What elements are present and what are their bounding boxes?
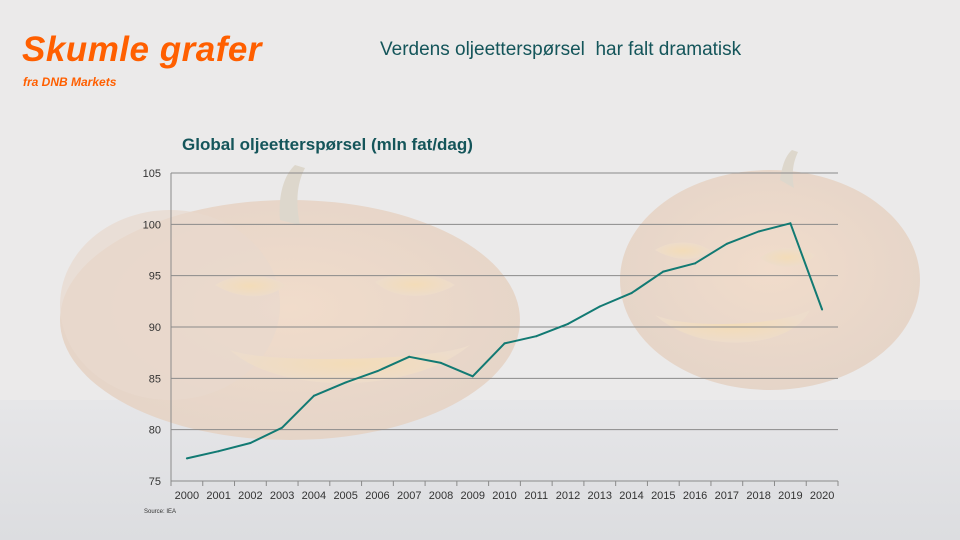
x-tick-label: 2007 [397,490,421,502]
y-tick-label: 90 [149,322,161,334]
series-line [186,222,824,460]
x-tick-label: 2020 [810,490,834,502]
data-point-2011 [535,335,538,338]
y-tick-labels: 75 80 85 90 95 100 105 [143,168,161,488]
x-tick-label: 2016 [683,490,707,502]
x-tick-label: 2000 [175,490,199,502]
x-tick-label: 2008 [429,490,453,502]
x-tick-label: 2001 [206,490,230,502]
y-tick-label: 95 [149,271,161,283]
x-tick-label: 2011 [524,490,548,502]
slide-headline: Verdens oljeetterspørsel har falt dramat… [380,39,742,60]
data-point-2006 [376,370,379,373]
y-tick-label: 105 [143,168,161,180]
x-tick-label: 2018 [746,490,770,502]
data-point-2019 [789,222,792,225]
y-tick-label: 75 [149,476,161,488]
x-tick-label: 2002 [238,490,262,502]
data-point-2000 [185,457,188,460]
x-tick-label: 2005 [333,490,357,502]
axes [170,173,839,486]
data-point-2010 [503,342,506,345]
y-tick-label: 80 [149,425,161,437]
x-tick-label: 2003 [270,490,294,502]
chart-title: Global oljeetterspørsel (mln fat/dag) [182,135,473,154]
data-point-2005 [344,381,347,384]
x-tick-label: 2004 [302,490,326,502]
data-point-2020 [821,308,824,311]
data-point-2008 [439,361,442,364]
data-point-2013 [598,305,601,308]
brand-title: Skumle grafer [22,30,262,69]
data-point-2004 [312,394,315,397]
brand-subtitle: fra DNB Markets [23,75,117,89]
x-tick-label: 2019 [778,490,802,502]
series [185,222,824,460]
source-note: Source: IEA [144,509,176,515]
data-point-2002 [249,442,252,445]
y-tick-label: 100 [143,219,161,231]
x-tick-label: 2010 [492,490,516,502]
gridlines [171,172,838,431]
data-point-2017 [725,242,728,245]
x-tick-label: 2014 [619,490,643,502]
x-tick-label: 2017 [715,490,739,502]
x-tick-label: 2012 [556,490,580,502]
y-tick-label: 85 [149,373,161,385]
x-tick-label: 2013 [588,490,612,502]
data-point-2018 [757,230,760,233]
data-point-2014 [630,292,633,295]
data-point-2009 [471,375,474,378]
x-tick-labels: 2000 2001 2002 2003 2004 2005 2006 2007 2008 2009… [175,490,835,502]
data-point-2016 [694,262,697,265]
data-point-2012 [567,322,570,325]
data-point-2001 [217,450,220,453]
data-point-2003 [281,426,284,429]
x-tick-label: 2009 [460,490,484,502]
x-tick-label: 2015 [651,490,675,502]
x-tick-label: 2006 [365,490,389,502]
data-point-2007 [408,355,411,358]
data-point-2015 [662,270,665,273]
